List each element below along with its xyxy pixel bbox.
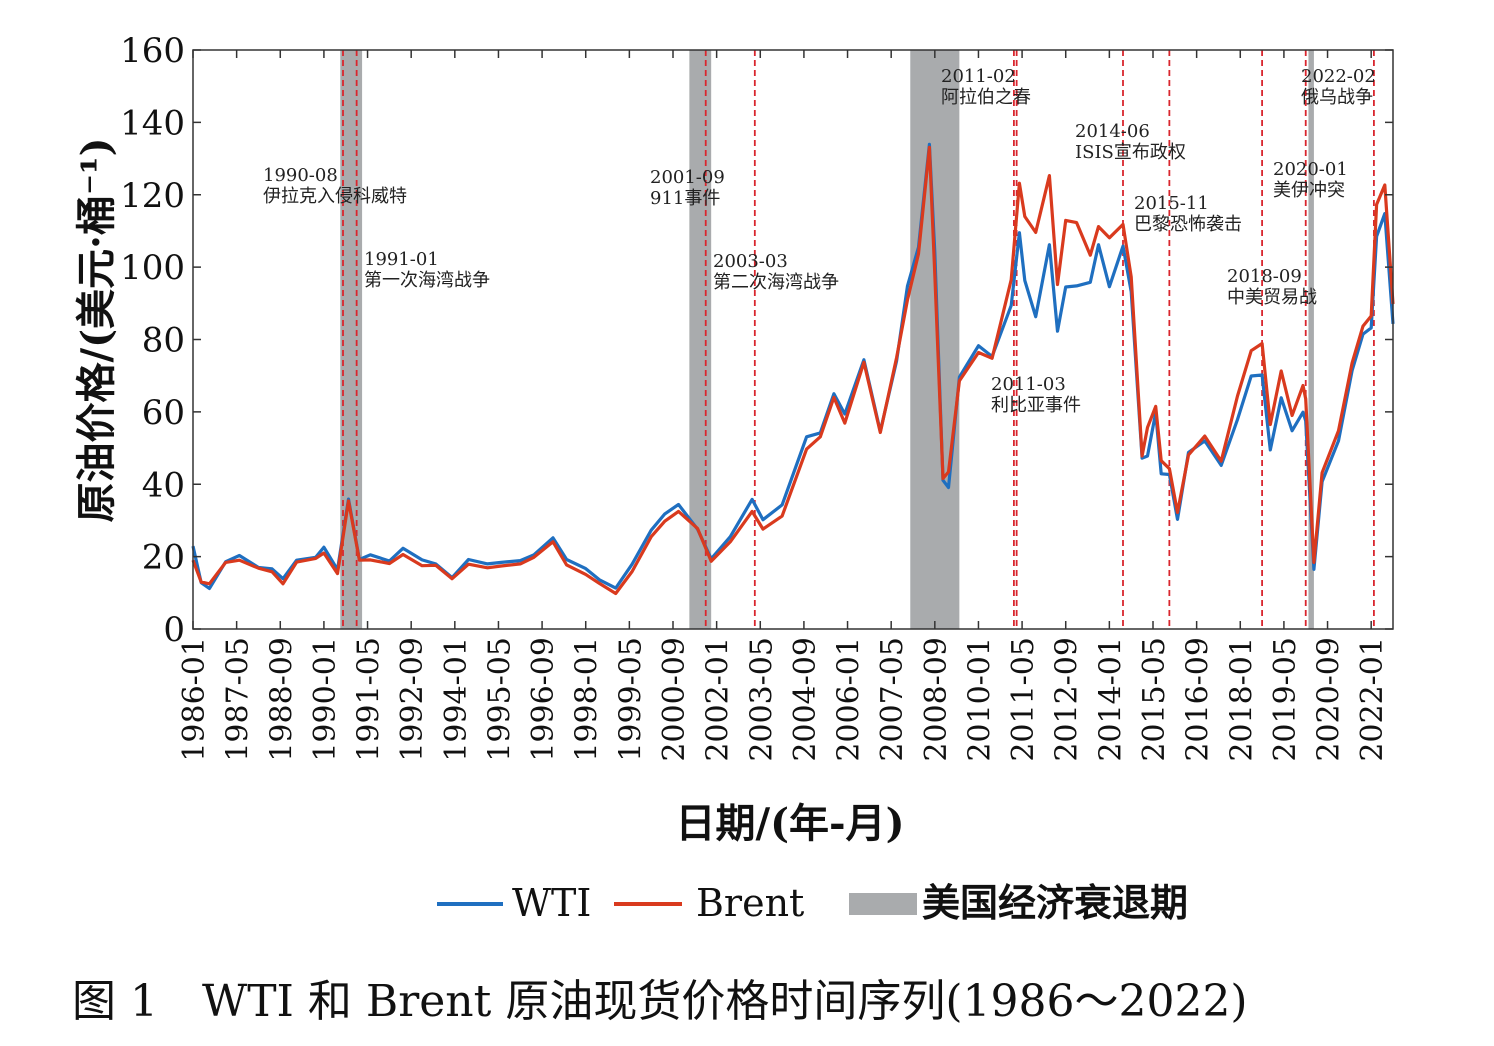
event-label-2001-09-date: 2001-09 bbox=[650, 167, 725, 188]
price-series bbox=[191, 142, 1395, 596]
x-tick-label: 2020-09 bbox=[1312, 637, 1347, 762]
legend-swatch-recession bbox=[849, 893, 917, 915]
legend-label-wti: WTI bbox=[512, 881, 591, 925]
x-tick-label: 1998-01 bbox=[570, 637, 605, 762]
x-tick-label: 2006-01 bbox=[832, 637, 867, 762]
y-axis-label: 原油价格/(美元·桶⁻¹) bbox=[73, 137, 120, 522]
x-tick-label: 1992-09 bbox=[395, 637, 430, 762]
y-tick-label: 100 bbox=[120, 248, 185, 288]
x-tick-label: 2015-05 bbox=[1137, 637, 1172, 762]
event-label-1990-08-date: 1990-08 bbox=[263, 165, 338, 186]
y-tick-label: 60 bbox=[142, 393, 185, 433]
x-tick-label: 2003-05 bbox=[744, 637, 779, 762]
x-tick-label: 2002-01 bbox=[701, 637, 736, 762]
x-tick-label: 2014-01 bbox=[1093, 637, 1128, 762]
series-line-wti bbox=[191, 142, 1395, 591]
event-label-2020-01-name: 美伊冲突 bbox=[1273, 180, 1345, 201]
x-tick-label: 1999-05 bbox=[613, 637, 648, 762]
x-tick-label: 2019-05 bbox=[1268, 637, 1303, 762]
event-label-2015-11-date: 2015-11 bbox=[1134, 193, 1209, 214]
x-tick-label: 2018-01 bbox=[1224, 637, 1259, 762]
x-tick-label: 1988-09 bbox=[264, 637, 299, 762]
event-label-2018-09-date: 2018-09 bbox=[1227, 266, 1302, 287]
y-tick-label: 140 bbox=[120, 103, 185, 143]
legend-label-recession: 美国经济衰退期 bbox=[922, 880, 1188, 925]
x-tick-label: 1991-05 bbox=[352, 637, 387, 762]
event-label-1991-01-date: 1991-01 bbox=[364, 249, 439, 270]
x-tick-label: 2004-09 bbox=[788, 637, 823, 762]
event-label-2003-03-name: 第二次海湾战争 bbox=[713, 272, 839, 293]
event-label-2020-01-date: 2020-01 bbox=[1273, 159, 1348, 180]
event-label-2011-02-name: 阿拉伯之春 bbox=[941, 87, 1031, 108]
x-tick-label: 1995-05 bbox=[483, 637, 518, 762]
recession-band-4 bbox=[1308, 50, 1314, 629]
y-tick-label: 20 bbox=[142, 538, 185, 578]
event-label-2015-11-name: 巴黎恐怖袭击 bbox=[1134, 214, 1242, 235]
event-label-2022-02-name: 俄乌战争 bbox=[1301, 87, 1373, 108]
event-label-2011-03-name: 利比亚事件 bbox=[991, 395, 1081, 416]
event-label-1990-08-name: 伊拉克入侵科威特 bbox=[263, 186, 407, 207]
x-tick-label: 2008-09 bbox=[919, 637, 954, 762]
event-label-2011-03-date: 2011-03 bbox=[991, 374, 1066, 395]
event-label-2014-06-date: 2014-06 bbox=[1075, 121, 1150, 142]
event-label-2018-09-name: 中美贸易战 bbox=[1227, 287, 1317, 308]
event-label-2003-03-date: 2003-03 bbox=[713, 251, 788, 272]
x-tick-label: 1994-01 bbox=[439, 637, 474, 762]
recession-band-2 bbox=[689, 50, 712, 629]
y-tick-label: 160 bbox=[120, 31, 185, 71]
x-tick-label: 2011-05 bbox=[1006, 637, 1041, 762]
legend: WTI Brent 美国经济衰退期 bbox=[437, 880, 1188, 925]
recession-bands bbox=[340, 50, 1314, 629]
event-label-2014-06-name: ISIS宣布政权 bbox=[1075, 142, 1186, 163]
x-tick-label: 2016-09 bbox=[1181, 637, 1216, 762]
x-tick-label: 1987-05 bbox=[221, 637, 256, 762]
y-tick-label: 40 bbox=[142, 465, 185, 505]
x-tick-label: 1996-09 bbox=[526, 637, 561, 762]
figure-caption: 图 1 WTI 和 Brent 原油现货价格时间序列(1986～2022) bbox=[72, 976, 1248, 1027]
y-tick-label: 0 bbox=[163, 610, 185, 650]
series-line-brent bbox=[191, 145, 1395, 596]
x-tick-label: 2010-01 bbox=[963, 637, 998, 762]
event-label-2001-09-name: 911事件 bbox=[650, 188, 720, 209]
plot-frame bbox=[192, 49, 1394, 630]
y-tick-label: 120 bbox=[120, 176, 185, 216]
x-tick-label: 2012-09 bbox=[1050, 637, 1085, 762]
event-lines bbox=[342, 50, 1375, 629]
recession-band-3 bbox=[910, 50, 960, 629]
x-tick-label: 1990-01 bbox=[308, 637, 343, 762]
legend-label-brent: Brent bbox=[696, 881, 804, 925]
x-tick-label: 2007-05 bbox=[875, 637, 910, 762]
x-tick-label: 2022-01 bbox=[1355, 637, 1390, 762]
x-axis-label: 日期/(年-月) bbox=[675, 800, 904, 847]
event-label-2011-02-date: 2011-02 bbox=[941, 66, 1016, 87]
event-label-1991-01-name: 第一次海湾战争 bbox=[364, 270, 490, 291]
event-label-2022-02-date: 2022-02 bbox=[1301, 66, 1376, 87]
y-tick-label: 80 bbox=[142, 321, 185, 361]
x-tick-label: 1986-01 bbox=[177, 637, 212, 762]
x-tick-label: 2000-09 bbox=[657, 637, 692, 762]
axis-ticks: 0 20 40 60 80 100 120 140 160 1986-01 1987-05 1988-… bbox=[120, 31, 1393, 762]
